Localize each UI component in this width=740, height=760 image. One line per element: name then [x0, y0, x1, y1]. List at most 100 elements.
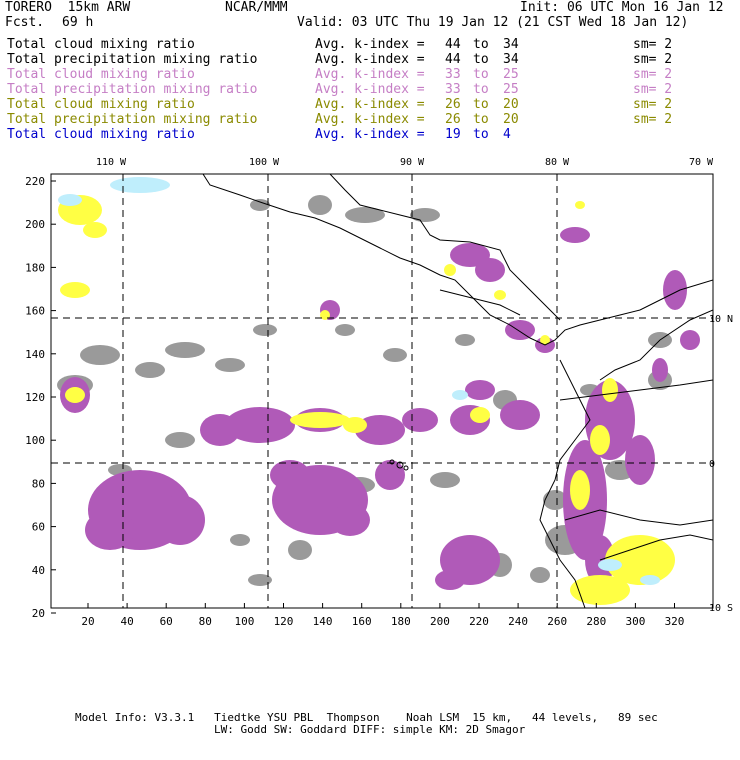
legend-smoothing: sm= 2: [633, 52, 673, 67]
legend-smoothing: sm= 2: [633, 82, 673, 97]
bottom-tick-label: 240: [508, 615, 528, 628]
legend-field-name: Total precipitation mixing ratio: [7, 112, 258, 127]
left-tick-label: 100: [25, 434, 45, 447]
legend-field-name: Total cloud mixing ratio: [7, 127, 195, 142]
legend-kindex-to-word: to: [473, 67, 489, 82]
model-info-line2: LW: Godd SW: Goddard DIFF: simple KM: 2D…: [214, 723, 526, 736]
legend-kindex-from: 33: [445, 67, 461, 82]
bottom-tick-label: 100: [234, 615, 254, 628]
left-tick-label: 60: [32, 521, 45, 534]
legend-row: Total precipitation mixing ratio Avg. k-i…: [0, 82, 740, 97]
legend-kindex-to: 25: [503, 67, 519, 82]
bottom-tick-label: 140: [313, 615, 333, 628]
lat-label-10s: 10 S: [709, 603, 733, 614]
legend-field-name: Total precipitation mixing ratio: [7, 52, 258, 67]
legend-row: Total cloud mixing ratio Avg. k-index = 19…: [0, 127, 740, 142]
bottom-tick-label: 220: [469, 615, 489, 628]
legend-kindex-label: Avg. k-index =: [315, 97, 425, 112]
legend-kindex-from: 26: [445, 112, 461, 127]
bottom-tick-label: 200: [430, 615, 450, 628]
left-tick-label: 40: [32, 564, 45, 577]
legend-kindex-to-word: to: [473, 37, 489, 52]
left-tick-label: 120: [25, 391, 45, 404]
lon-label-100w: 100 W: [249, 157, 280, 168]
legend-smoothing: sm= 2: [633, 97, 673, 112]
forecast-label: Fcst.: [5, 15, 45, 30]
legend-smoothing: sm= 2: [633, 112, 673, 127]
bottom-tick-label: 60: [160, 615, 173, 628]
legend-kindex-to: 34: [503, 37, 519, 52]
model-info-line1: Model Info: V3.3.1 Tiedtke YSU PBL Thomp…: [75, 711, 658, 724]
forecast-hour: 69 h: [62, 15, 94, 30]
lon-label-70w: 70 W: [689, 157, 714, 168]
map-frame: [50, 173, 714, 609]
legend-smoothing: sm= 2: [633, 67, 673, 82]
lat-label-0: 0: [709, 459, 715, 470]
legend-kindex-to: 4: [503, 127, 511, 142]
legend-kindex-from: 44: [445, 52, 461, 67]
init-time: Init: 06 UTC Mon 16 Jan 12: [520, 0, 724, 15]
legend-kindex-to: 20: [503, 97, 519, 112]
legend-kindex-to: 20: [503, 112, 519, 127]
legend-kindex-label: Avg. k-index =: [315, 52, 425, 67]
bottom-tick-label: 260: [547, 615, 567, 628]
legend-kindex-label: Avg. k-index =: [315, 127, 425, 142]
legend-kindex-to-word: to: [473, 82, 489, 97]
left-tick-label: 20: [32, 607, 45, 620]
legend-kindex-from: 26: [445, 97, 461, 112]
legend-row: Total precipitation mixing ratio Avg. k-i…: [0, 112, 740, 127]
left-grid-axis: 220 200 180 160 140 120 100 80 60 40 20: [25, 175, 56, 620]
legend-field-name: Total precipitation mixing ratio: [7, 82, 258, 97]
lat-label-10n: 10 N: [709, 314, 733, 325]
bottom-tick-label: 300: [625, 615, 645, 628]
bottom-tick-label: 160: [352, 615, 372, 628]
lon-label-80w: 80 W: [545, 157, 570, 168]
bottom-tick-label: 120: [274, 615, 294, 628]
center-name: NCAR/MMM: [225, 0, 288, 15]
field-layer: [57, 174, 713, 608]
bottom-tick-label: 20: [81, 615, 94, 628]
graticule: [51, 174, 713, 608]
cyan-cloud-areas: [58, 177, 660, 585]
legend-field-name: Total cloud mixing ratio: [7, 37, 195, 52]
legend-kindex-to-word: to: [473, 52, 489, 67]
legend-kindex-label: Avg. k-index =: [315, 112, 425, 127]
lon-label-110w: 110 W: [96, 157, 127, 168]
legend-kindex-label: Avg. k-index =: [315, 67, 425, 82]
legend-kindex-to-word: to: [473, 127, 489, 142]
left-tick-label: 180: [25, 261, 45, 274]
left-tick-label: 80: [32, 477, 45, 490]
legend-kindex-to-word: to: [473, 97, 489, 112]
coastlines: [202, 174, 713, 608]
bottom-grid-axis: 20 40 60 80 100 120 140 160 180 200 220 240 260 280 30…: [81, 603, 684, 628]
legend-kindex-from: 33: [445, 82, 461, 97]
legend-row: Total cloud mixing ratio Avg. k-index = 26…: [0, 97, 740, 112]
left-tick-label: 200: [25, 218, 45, 231]
legend-row: Total cloud mixing ratio Avg. k-index = 44…: [0, 37, 740, 52]
bottom-tick-label: 180: [391, 615, 411, 628]
left-tick-label: 140: [25, 348, 45, 361]
legend-row: Total cloud mixing ratio Avg. k-index = 33…: [0, 67, 740, 82]
bottom-tick-label: 280: [586, 615, 606, 628]
legend-kindex-label: Avg. k-index =: [315, 82, 425, 97]
left-tick-label: 220: [25, 175, 45, 188]
lon-label-90w: 90 W: [400, 157, 425, 168]
valid-time: Valid: 03 UTC Thu 19 Jan 12 (21 CST Wed …: [297, 15, 689, 30]
legend-smoothing: sm= 2: [633, 37, 673, 52]
legend-field-name: Total cloud mixing ratio: [7, 97, 195, 112]
bottom-tick-label: 40: [120, 615, 133, 628]
legend-kindex-to: 34: [503, 52, 519, 67]
legend-kindex-to: 25: [503, 82, 519, 97]
legend-kindex-from: 19: [445, 127, 461, 142]
legend-kindex-from: 44: [445, 37, 461, 52]
left-tick-label: 160: [25, 305, 45, 318]
legend-kindex-to-word: to: [473, 112, 489, 127]
purple-precip-areas: [60, 227, 700, 590]
bottom-tick-label: 320: [665, 615, 685, 628]
model-title: TORERO 15km ARW: [5, 0, 131, 15]
bottom-tick-label: 80: [199, 615, 212, 628]
legend-field-name: Total cloud mixing ratio: [7, 67, 195, 82]
legend-kindex-label: Avg. k-index =: [315, 37, 425, 52]
legend-row: Total precipitation mixing ratio Avg. k-i…: [0, 52, 740, 67]
map-panel: 110 W 100 W 90 W 80 W 70 W 10 N 0 10 S: [25, 157, 733, 628]
